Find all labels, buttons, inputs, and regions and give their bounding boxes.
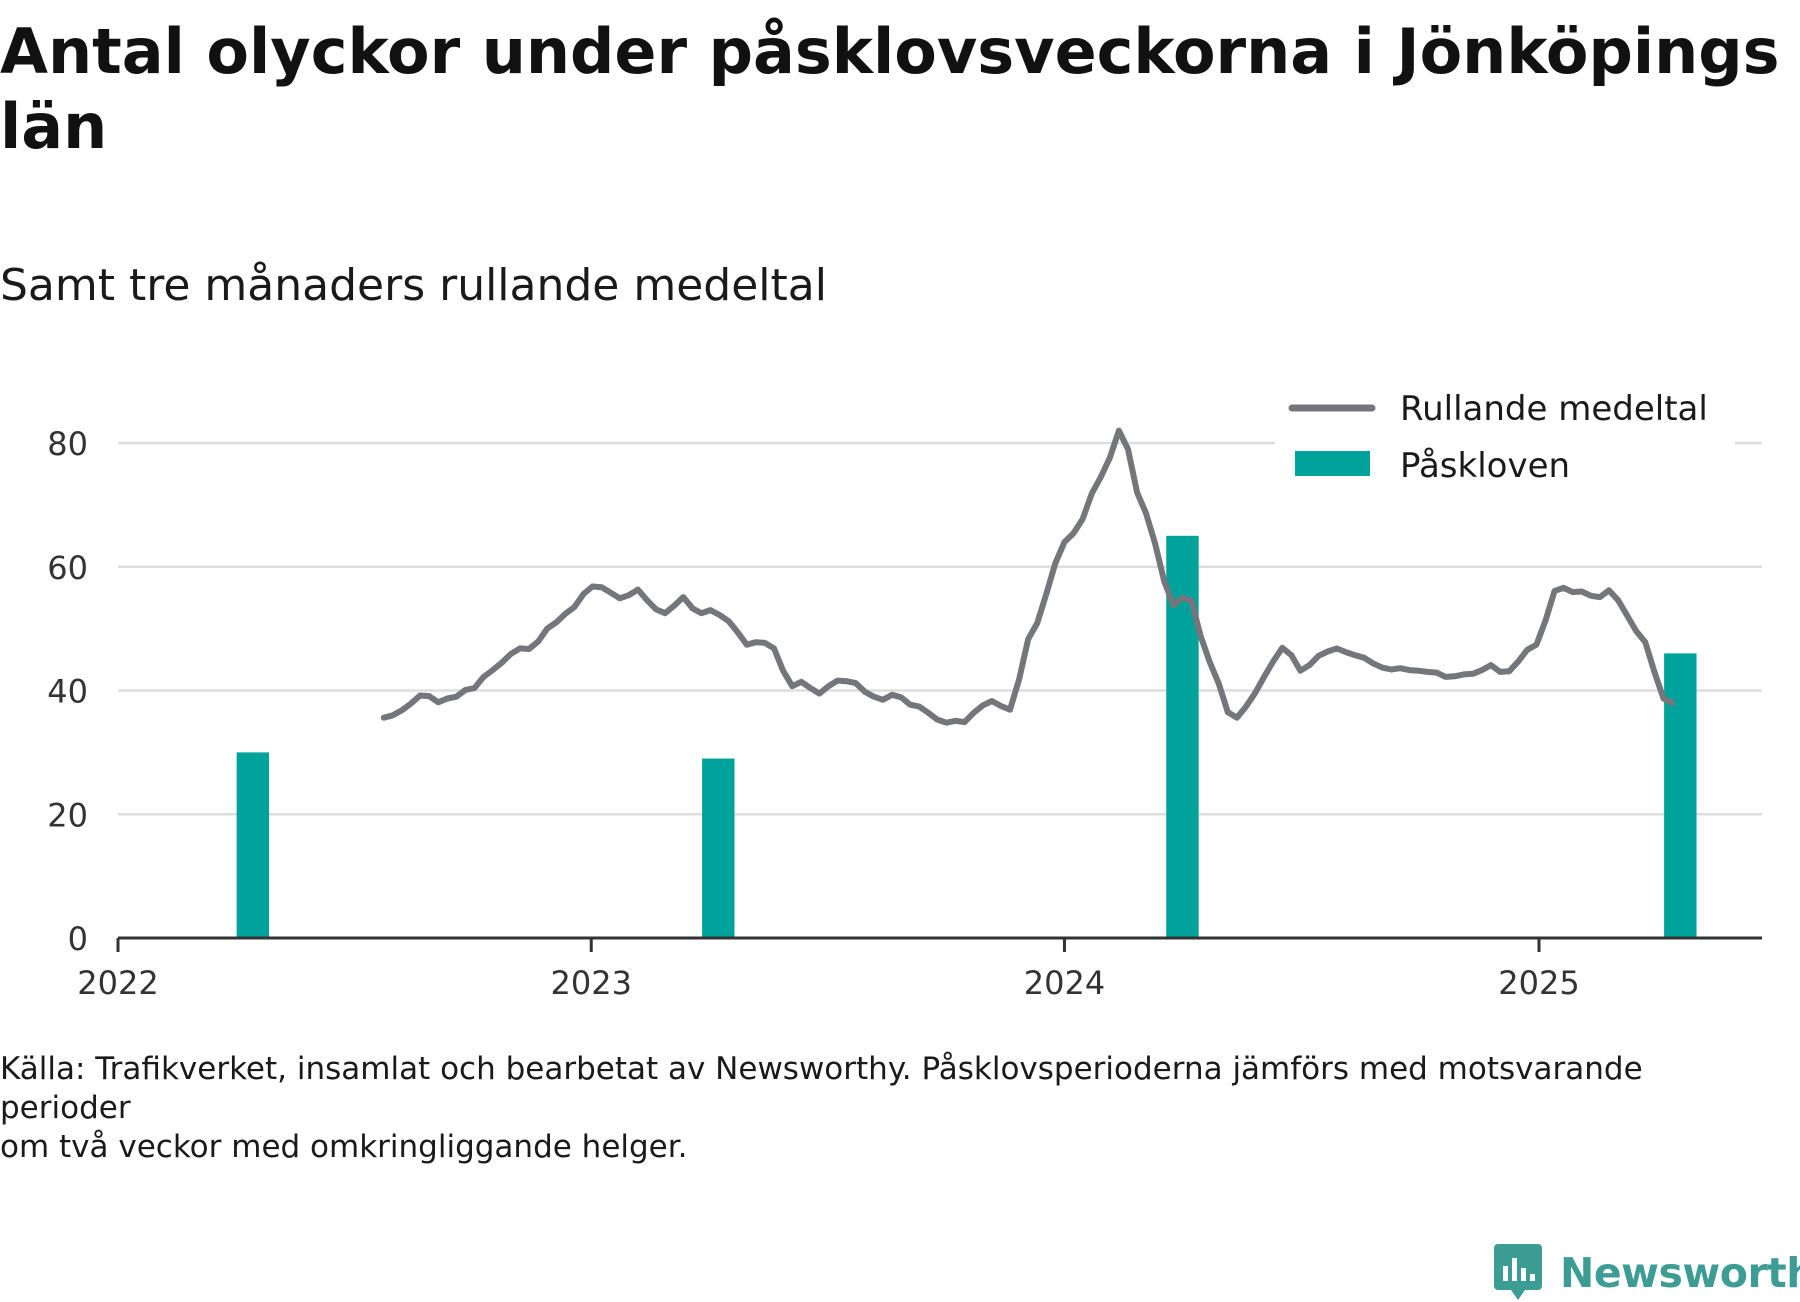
legend-label-paskloven: Påskloven — [1400, 446, 1570, 486]
line-rullande-medeltal — [380, 427, 1676, 726]
legend: Rullande medeltal Påskloven — [1275, 378, 1735, 488]
chart-svg: 0 20 40 60 80 2022 2023 2024 2025 Rullande mede… — [47, 378, 1762, 1002]
source-line-1: Källa: Trafikverket, insamlat och bearbe… — [0, 1051, 1643, 1126]
y-tick-label: 40 — [47, 673, 88, 711]
y-axis-tick-labels: 0 20 40 60 80 — [47, 425, 88, 958]
x-tick-label: 2023 — [551, 964, 632, 1002]
source-note: Källa: Trafikverket, insamlat och bearbe… — [0, 1050, 1780, 1167]
legend-label-rullande-medeltal: Rullande medeltal — [1400, 389, 1708, 429]
y-tick-label: 80 — [47, 425, 88, 463]
y-tick-label: 0 — [68, 920, 88, 958]
x-axis: 2022 2023 2024 2025 — [77, 936, 1762, 1002]
gridlines — [118, 441, 1762, 816]
x-tick-label: 2024 — [1024, 964, 1105, 1002]
bar-series-paskloven — [236, 535, 1697, 938]
x-tick-label: 2025 — [1498, 964, 1579, 1002]
brand-name: Newsworthy — [1560, 1249, 1800, 1297]
y-tick-label: 20 — [47, 796, 88, 834]
legend-swatch-bar — [1295, 451, 1370, 476]
chart-subtitle: Samt tre månaders rullande medeltal — [0, 260, 827, 311]
newsworthy-logo: Newsworthy — [1494, 1244, 1800, 1302]
chart-title: Antal olyckor under påsklovsveckorna i J… — [0, 15, 1780, 163]
source-line-2: om två veckor med omkringliggande helger… — [0, 1129, 688, 1165]
x-tick-label: 2022 — [77, 964, 158, 1002]
line-series-rullande-medeltal — [380, 427, 1676, 726]
bar-paskloven — [1664, 653, 1697, 938]
bar-paskloven — [236, 752, 270, 938]
newsworthy-logo-icon — [1494, 1244, 1542, 1300]
bar-paskloven — [702, 758, 735, 938]
y-tick-label: 60 — [47, 549, 88, 587]
